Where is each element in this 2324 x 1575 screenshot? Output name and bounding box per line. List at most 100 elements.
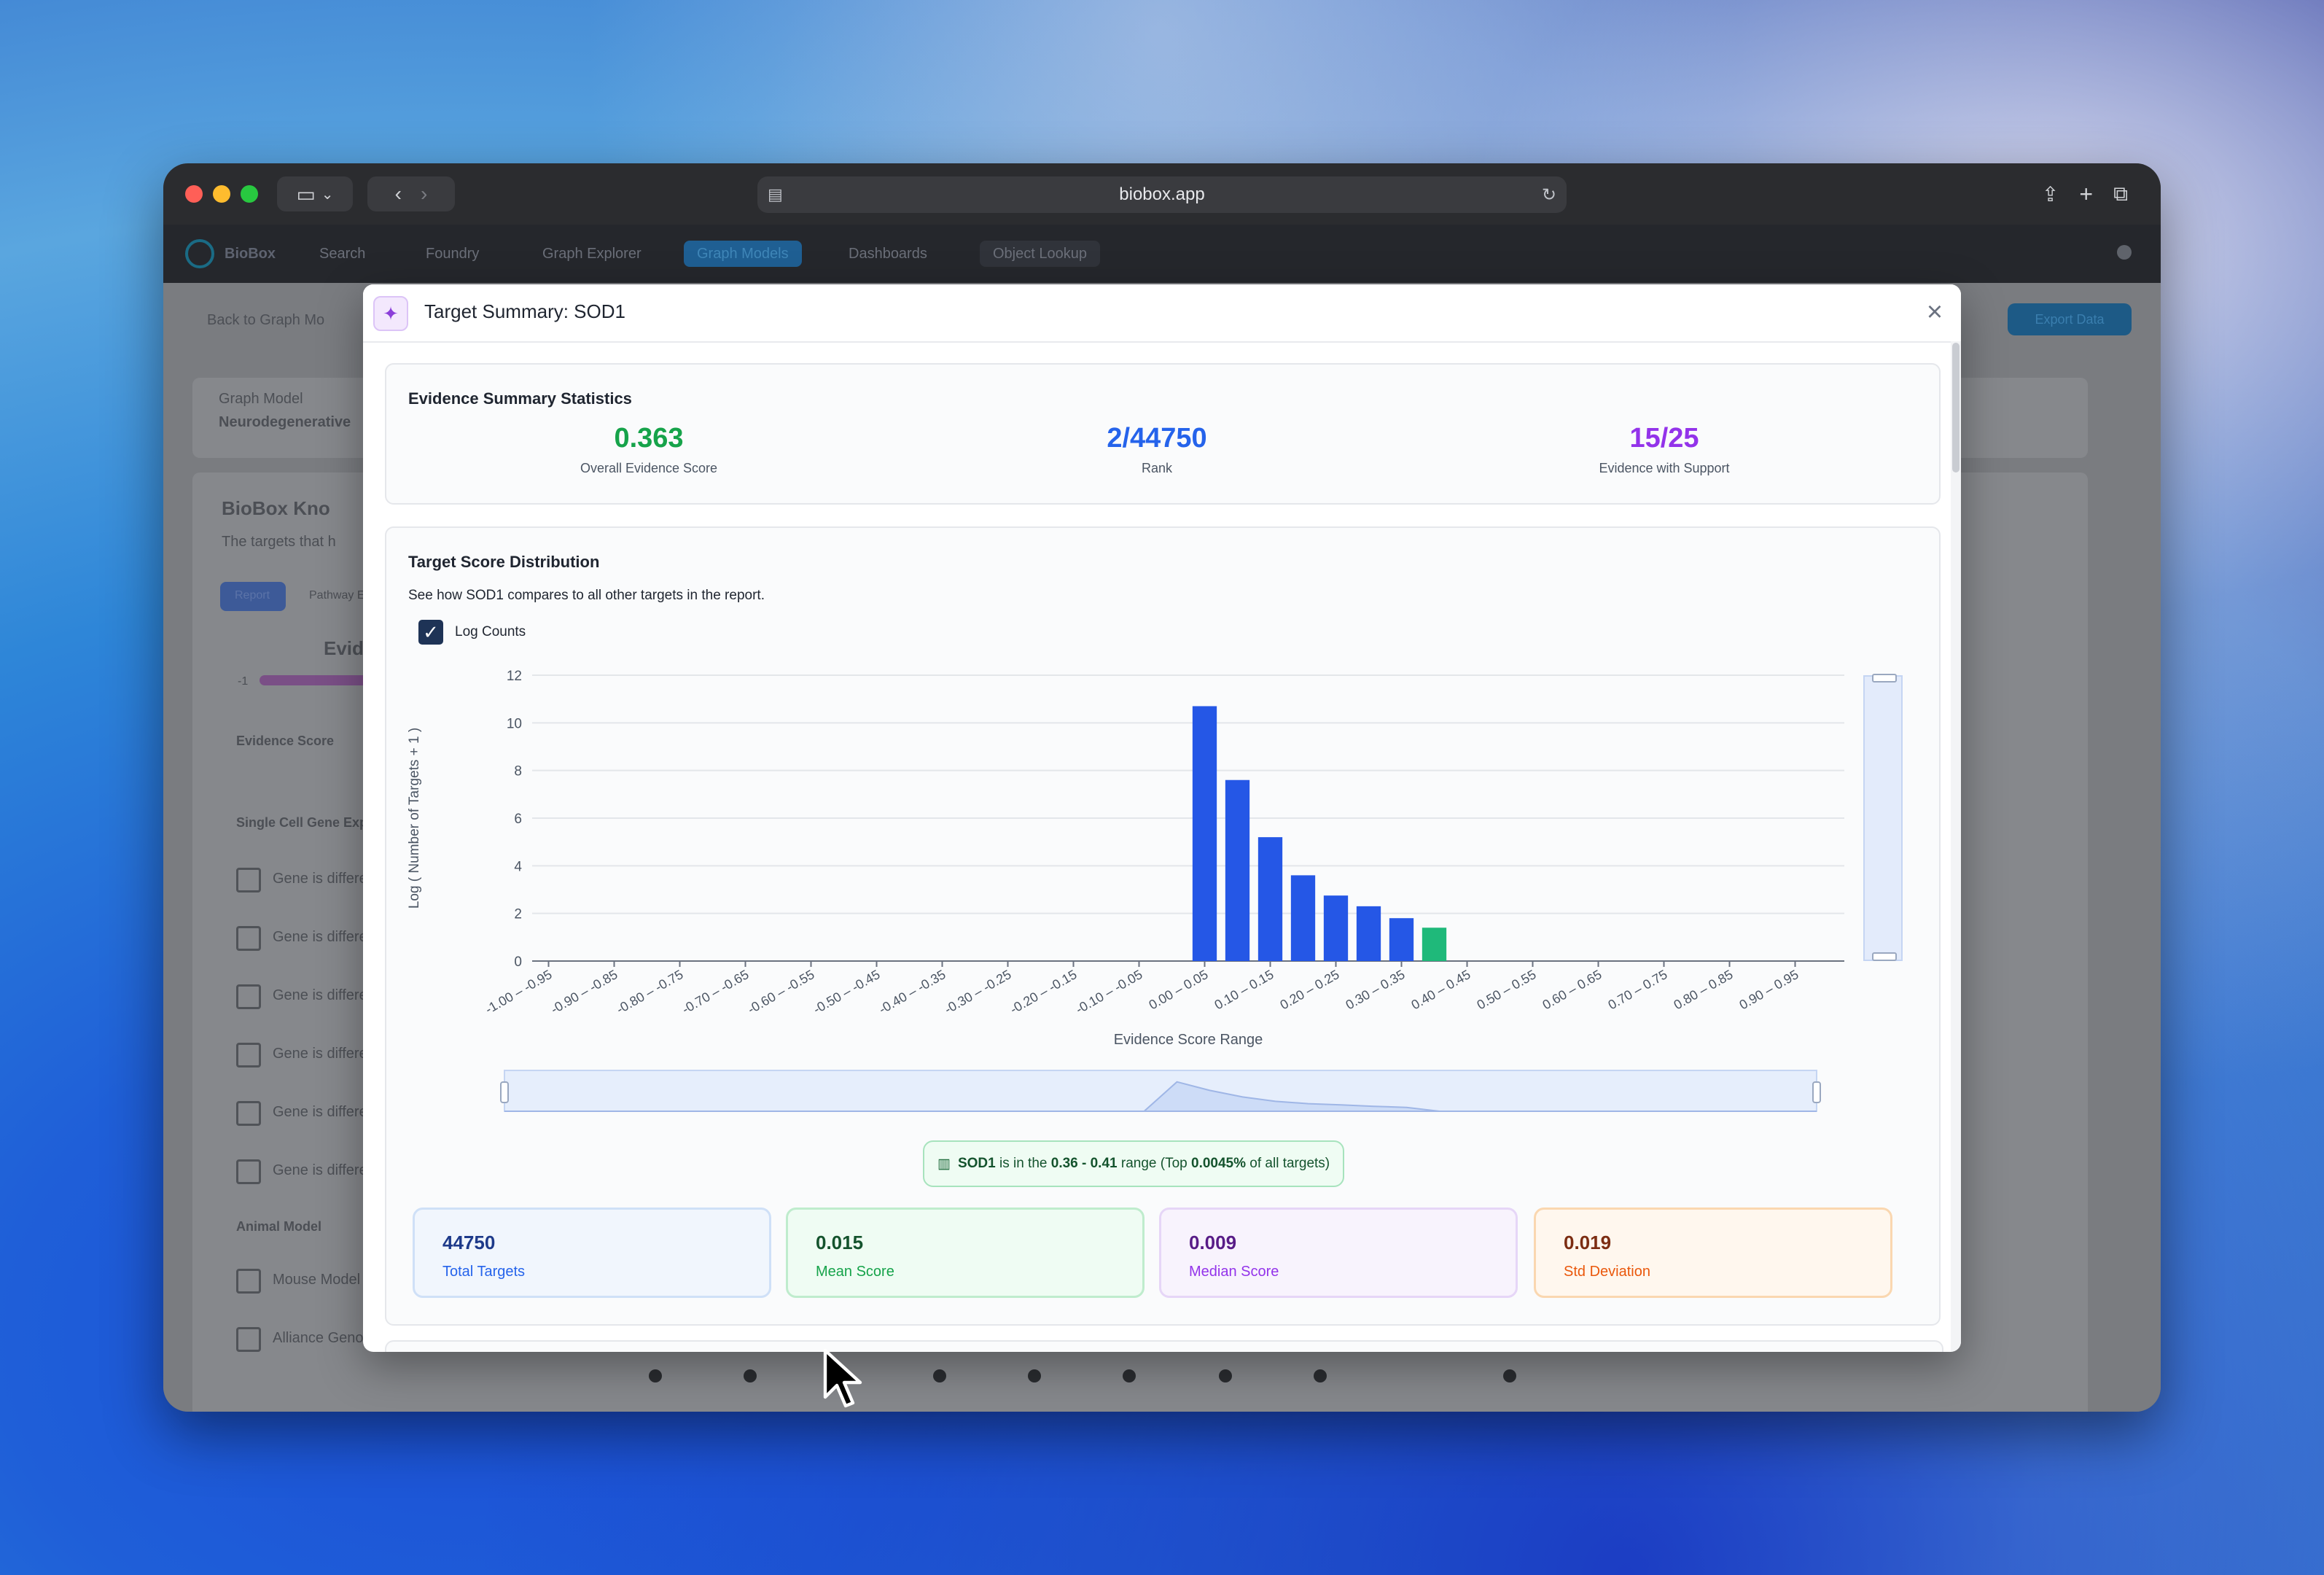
nav-graph-explorer[interactable]: Graph Explorer (542, 241, 642, 267)
row-label: Gene is differe (273, 1162, 367, 1178)
mouse-pointer-icon (823, 1348, 862, 1408)
modal-scrollbar[interactable] (1951, 341, 1961, 1352)
export-data-button[interactable]: Export Data (2008, 303, 2132, 335)
zoom-window-button[interactable] (241, 185, 258, 203)
row-checkbox[interactable] (236, 984, 261, 1009)
tab-pathway-enrichment[interactable]: Pathway Enr (309, 589, 375, 602)
nav-graph-models[interactable]: Graph Models (684, 241, 802, 267)
row-checkbox[interactable] (236, 868, 261, 892)
y-tick-label: 10 (507, 716, 522, 731)
tab-report[interactable]: Report (220, 582, 286, 611)
nav-search[interactable]: Search (319, 241, 365, 267)
bar-chart-icon: ▥ (937, 1156, 951, 1172)
row-checkbox[interactable] (236, 926, 261, 951)
evidence-summary-section: Evidence Summary Statistics 0.363 Overal… (385, 363, 1941, 505)
row-label: Gene is differe (273, 1104, 367, 1120)
address-bar[interactable]: ▤ biobox.app ↻ (757, 176, 1567, 213)
modal-title: Target Summary: SOD1 (424, 300, 625, 322)
kb-title: BioBox Kno (222, 497, 330, 519)
brush-overview-area[interactable] (504, 1081, 1817, 1112)
evidence-summary-heading: Evidence Summary Statistics (408, 389, 632, 408)
tabs-overview-icon[interactable]: ⧉ (2113, 182, 2129, 205)
evidence-dot (1314, 1369, 1327, 1382)
x-tick-label: 0.60 – 0.65 (1540, 967, 1604, 1012)
x-tick-label: -0.30 – -0.25 (942, 967, 1013, 1016)
y-tick-label: 12 (507, 669, 522, 684)
histogram-bar (1389, 918, 1414, 961)
y-zoom-slider[interactable] (1863, 674, 1903, 961)
rank-label: Rank (1141, 461, 1173, 475)
nav-graph-models-label: Graph Models (697, 245, 789, 262)
single-cell-group: Single Cell Gene Expr (236, 815, 373, 830)
y-zoom-handle-bottom[interactable] (1872, 952, 1897, 961)
mean-score-label: Mean Score (816, 1264, 894, 1280)
minimize-window-button[interactable] (213, 185, 230, 203)
y-tick-label: 8 (514, 764, 522, 779)
x-range-brush[interactable] (500, 1070, 1824, 1117)
log-counts-label: Log Counts (455, 624, 526, 639)
evidence-with-support-value: 15/25 (1629, 423, 1699, 454)
row-checkbox[interactable] (236, 1269, 261, 1294)
x-tick-label: 0.90 – 0.95 (1736, 967, 1801, 1012)
x-tick-label: 0.50 – 0.55 (1474, 967, 1538, 1012)
back-to-graph-models-link[interactable]: Back to Graph Mo (207, 312, 325, 328)
median-score-value: 0.009 (1189, 1232, 1237, 1253)
nav-dashboards-label: Dashboards (849, 245, 927, 262)
modal-scrollbar-thumb[interactable] (1952, 343, 1960, 472)
log-counts-checkbox[interactable]: ✓ (418, 620, 443, 645)
share-icon[interactable]: ⇪ (2041, 182, 2059, 206)
close-window-button[interactable] (185, 185, 203, 203)
evidence-dot (649, 1369, 662, 1382)
back-icon[interactable]: ‹ (394, 182, 402, 205)
checkmark-icon: ✓ (423, 621, 439, 643)
next-section-edge (385, 1340, 1943, 1352)
sparkles-icon: ✦ (373, 296, 408, 331)
brush-handle-right[interactable] (1812, 1081, 1821, 1103)
row-label: Mouse Model A (273, 1272, 373, 1288)
percentile-target: SOD1 (957, 1156, 996, 1171)
evidence-slider-track[interactable] (260, 675, 376, 685)
x-tick-label: 0.00 – 0.05 (1146, 967, 1210, 1012)
forward-icon[interactable]: › (421, 182, 428, 205)
row-checkbox[interactable] (236, 1327, 261, 1352)
tab-report-label: Report (235, 589, 270, 602)
rank-value: 2/44750 (1107, 423, 1207, 454)
histogram-bar (1225, 779, 1250, 961)
evidence-dot (744, 1369, 757, 1382)
new-tab-icon[interactable]: + (2079, 180, 2094, 207)
nav-dashboards[interactable]: Dashboards (849, 241, 927, 267)
std-deviation-card: 0.019 Std Deviation (1534, 1208, 1892, 1298)
row-checkbox[interactable] (236, 1101, 261, 1126)
x-tick-label: 0.80 – 0.85 (1671, 967, 1735, 1012)
median-score-card: 0.009 Median Score (1159, 1208, 1518, 1298)
row-checkbox[interactable] (236, 1043, 261, 1068)
score-distribution-heading: Target Score Distribution (408, 553, 600, 571)
export-data-label: Export Data (2035, 311, 2105, 327)
reload-icon[interactable]: ↻ (1541, 184, 1556, 205)
x-tick-label: 0.70 – 0.75 (1605, 967, 1669, 1012)
row-checkbox[interactable] (236, 1159, 261, 1184)
sidebar-toggle-button[interactable]: ▭ ⌄ (277, 176, 353, 211)
mean-score-card: 0.015 Mean Score (786, 1208, 1145, 1298)
total-targets-card: 44750 Total Targets (413, 1208, 771, 1298)
site-info-icon[interactable]: ▤ (768, 185, 783, 203)
url-text: biobox.app (1119, 184, 1205, 204)
user-avatar-icon[interactable] (2117, 245, 2132, 260)
x-tick-label: -0.80 – -0.75 (614, 967, 685, 1016)
x-tick-label: -0.20 – -0.15 (1007, 967, 1079, 1016)
row-label: Gene is differe (273, 929, 367, 945)
nav-object-lookup[interactable]: Object Lookup (980, 241, 1100, 267)
percentile-text-1: is in the (995, 1156, 1051, 1171)
score-distribution-description: See how SOD1 compares to all other targe… (408, 588, 765, 603)
nav-foundry[interactable]: Foundry (426, 241, 479, 267)
biobox-logo-icon (185, 239, 214, 268)
histogram-bar (1257, 837, 1283, 961)
chevron-down-icon: ⌄ (321, 186, 334, 203)
brush-handle-left[interactable] (500, 1081, 509, 1103)
close-icon[interactable]: × (1926, 297, 1943, 327)
app-navbar: BioBox Search Foundry Graph Explorer Gra… (163, 225, 2161, 283)
nav-graph-explorer-label: Graph Explorer (542, 245, 642, 262)
y-zoom-handle-top[interactable] (1872, 674, 1897, 682)
x-tick-label: 0.20 – 0.25 (1277, 967, 1341, 1012)
row-label: Gene is differe (273, 987, 367, 1003)
